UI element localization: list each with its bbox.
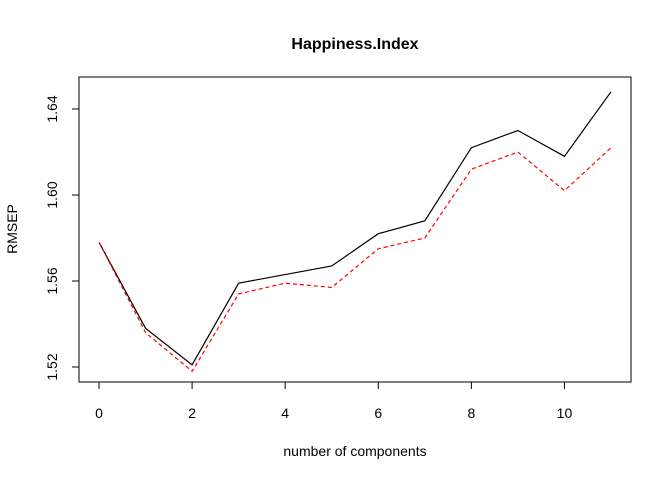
y-axis: 1.52 1.56 1.60 1.64 [44,95,80,381]
y-tick-label: 1.56 [44,267,60,294]
chart-title: Happiness.Index [291,36,418,53]
series-layer [98,91,612,373]
x-tick-label: 8 [467,405,475,421]
plot-frame [78,76,632,383]
series-line-1 [98,91,612,366]
x-tick-label: 0 [95,405,103,421]
x-axis: 0 2 4 6 8 10 [95,381,573,421]
series-line-2 [98,147,612,373]
x-tick-label: 4 [281,405,289,421]
x-tick-label: 10 [557,405,573,421]
y-tick-label: 1.64 [44,95,60,122]
y-axis-label: RMSEP [4,204,20,254]
y-tick-label: 1.52 [44,353,60,380]
y-tick-label: 1.60 [44,181,60,208]
x-axis-label: number of components [283,443,426,459]
x-tick-label: 6 [374,405,382,421]
x-tick-label: 2 [188,405,196,421]
